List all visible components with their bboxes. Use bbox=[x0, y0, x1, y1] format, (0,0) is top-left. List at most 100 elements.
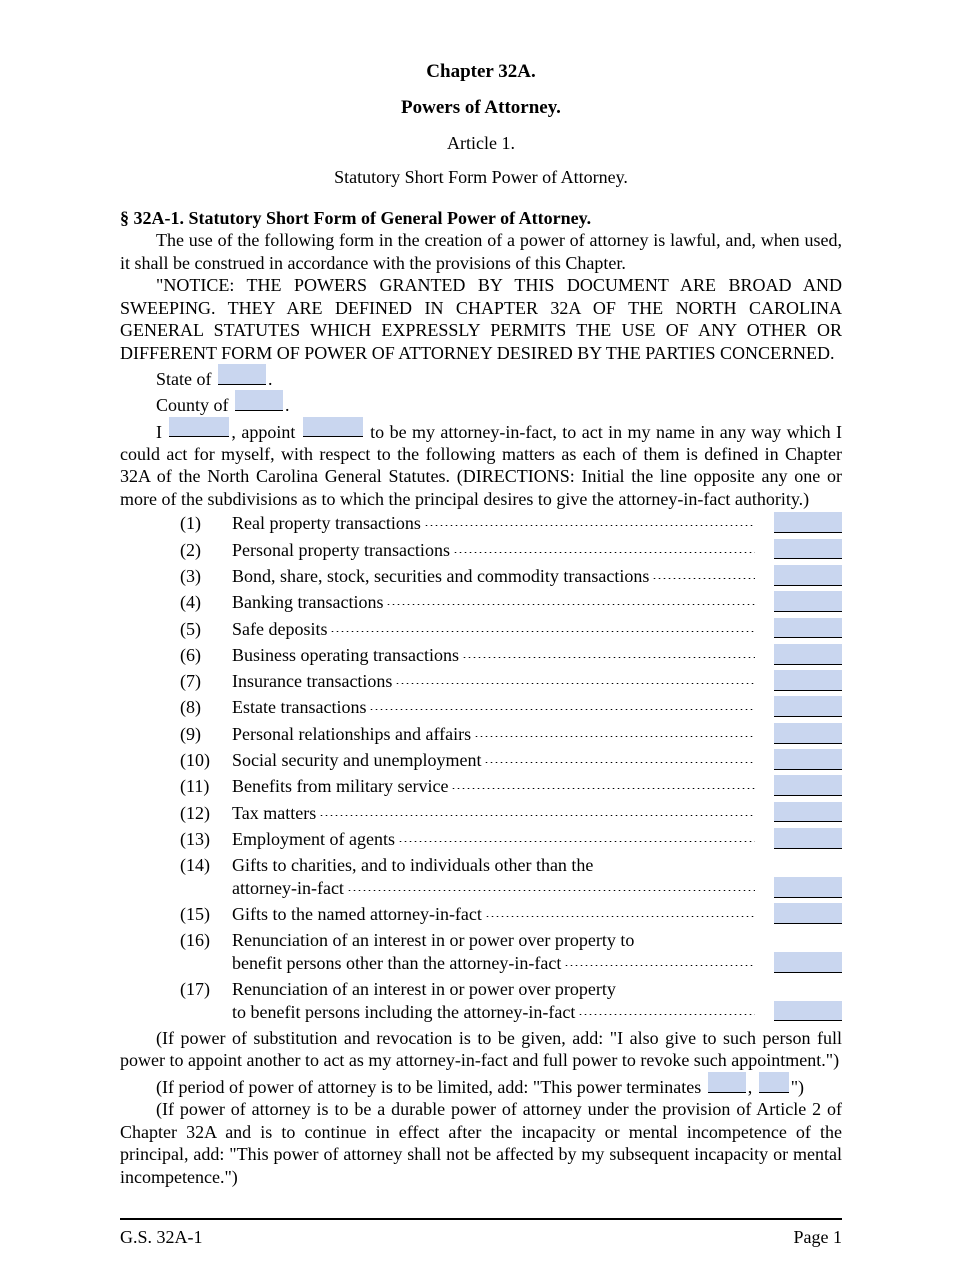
leader-dots bbox=[386, 604, 755, 605]
state-label: State of bbox=[156, 369, 212, 389]
initial-blank[interactable] bbox=[774, 723, 842, 744]
initial-blank[interactable] bbox=[774, 828, 842, 849]
initial-blank[interactable] bbox=[774, 618, 842, 639]
county-label: County of bbox=[156, 395, 229, 415]
item-label-col: Benefits from military service bbox=[232, 775, 760, 798]
list-item: (7)Insurance transactions bbox=[120, 670, 842, 696]
item-number: (5) bbox=[120, 618, 232, 641]
list-item-cont: attorney-in-fact bbox=[120, 877, 842, 903]
article-heading: Article 1. bbox=[120, 132, 842, 155]
footer-right: Page 1 bbox=[794, 1226, 843, 1249]
leader-dots bbox=[424, 525, 755, 526]
initial-blank[interactable] bbox=[774, 952, 842, 973]
document-page: Chapter 32A. Powers of Attorney. Article… bbox=[0, 0, 962, 1279]
item-label: Gifts to charities, and to individuals o… bbox=[232, 854, 760, 877]
item-number: (10) bbox=[120, 749, 232, 772]
leader-dots bbox=[398, 841, 755, 842]
item-label-col: Gifts to the named attorney-in-fact bbox=[232, 903, 760, 926]
attorney-name-blank[interactable] bbox=[303, 417, 363, 438]
initial-blank[interactable] bbox=[774, 903, 842, 924]
tail-p2: (If period of power of attorney is to be… bbox=[120, 1072, 842, 1098]
item-label-col: Social security and unemployment bbox=[232, 749, 760, 772]
item-number: (11) bbox=[120, 775, 232, 798]
initial-blank[interactable] bbox=[774, 591, 842, 612]
item-label: Gifts to the named attorney-in-fact bbox=[232, 903, 482, 926]
leader-dots bbox=[369, 709, 755, 710]
item-label: Renunciation of an interest in or power … bbox=[232, 929, 760, 952]
principal-name-blank[interactable] bbox=[169, 417, 229, 438]
leader-dots bbox=[453, 552, 755, 553]
notice-paragraph: "NOTICE: THE POWERS GRANTED BY THIS DOCU… bbox=[120, 274, 842, 364]
list-item: (6)Business operating transactions bbox=[120, 644, 842, 670]
subtitle: Statutory Short Form Power of Attorney. bbox=[120, 166, 842, 189]
terminate-blank-1[interactable] bbox=[708, 1072, 746, 1093]
item-number: (16) bbox=[120, 929, 232, 952]
section-heading: § 32A-1. Statutory Short Form of General… bbox=[120, 207, 842, 230]
item-label: Benefits from military service bbox=[232, 775, 448, 798]
item-label-col: Tax matters bbox=[232, 802, 760, 825]
tail-p2-after: ") bbox=[791, 1077, 804, 1097]
item-number: (2) bbox=[120, 539, 232, 562]
tail-p2-sep: , bbox=[748, 1077, 757, 1097]
tail-p2-before: (If period of power of attorney is to be… bbox=[156, 1077, 706, 1097]
leader-dots bbox=[474, 736, 755, 737]
state-blank[interactable] bbox=[218, 364, 266, 385]
initial-blank[interactable] bbox=[774, 539, 842, 560]
initial-blank[interactable] bbox=[774, 696, 842, 717]
leader-dots bbox=[564, 965, 755, 966]
item-label: Business operating transactions bbox=[232, 644, 459, 667]
item-label: Employment of agents bbox=[232, 828, 395, 851]
list-item: (1)Real property transactions bbox=[120, 512, 842, 538]
item-number: (15) bbox=[120, 903, 232, 926]
item-label-col: Estate transactions bbox=[232, 696, 760, 719]
list-item: (11)Benefits from military service bbox=[120, 775, 842, 801]
leader-dots bbox=[395, 683, 755, 684]
item-label: Tax matters bbox=[232, 802, 316, 825]
appoint-label: , appoint bbox=[231, 421, 295, 441]
initial-blank[interactable] bbox=[774, 1001, 842, 1022]
list-item: (15)Gifts to the named attorney-in-fact bbox=[120, 903, 842, 929]
item-label-cont: attorney-in-fact bbox=[232, 877, 344, 900]
initial-blank[interactable] bbox=[774, 670, 842, 691]
item-label: Bond, share, stock, securities and commo… bbox=[232, 565, 649, 588]
chapter-heading: Chapter 32A. bbox=[120, 60, 842, 84]
item-label: Banking transactions bbox=[232, 591, 383, 614]
list-item: (16)Renunciation of an interest in or po… bbox=[120, 929, 842, 952]
item-label: Real property transactions bbox=[232, 512, 421, 535]
item-number: (14) bbox=[120, 854, 232, 877]
item-label-col: Employment of agents bbox=[232, 828, 760, 851]
initial-blank[interactable] bbox=[774, 749, 842, 770]
initial-blank[interactable] bbox=[774, 877, 842, 898]
item-label-col: Banking transactions bbox=[232, 591, 760, 614]
tail-p3: (If power of attorney is to be a durable… bbox=[120, 1098, 842, 1188]
leader-dots bbox=[462, 657, 755, 658]
leader-dots bbox=[578, 1014, 755, 1015]
item-label: Insurance transactions bbox=[232, 670, 392, 693]
initial-blank[interactable] bbox=[774, 802, 842, 823]
item-label: Personal property transactions bbox=[232, 539, 450, 562]
leader-dots bbox=[485, 916, 755, 917]
item-number: (17) bbox=[120, 978, 232, 1001]
item-label-col: Business operating transactions bbox=[232, 644, 760, 667]
terminate-blank-2[interactable] bbox=[759, 1072, 789, 1093]
i-label: I bbox=[156, 421, 162, 441]
item-label: Personal relationships and affairs bbox=[232, 723, 471, 746]
initial-blank[interactable] bbox=[774, 512, 842, 533]
list-item: (17)Renunciation of an interest in or po… bbox=[120, 978, 842, 1001]
page-footer: G.S. 32A-1 Page 1 bbox=[120, 1218, 842, 1249]
initial-blank[interactable] bbox=[774, 644, 842, 665]
item-label: Renunciation of an interest in or power … bbox=[232, 978, 760, 1001]
initial-blank[interactable] bbox=[774, 775, 842, 796]
item-number: (7) bbox=[120, 670, 232, 693]
state-line: State of . bbox=[120, 364, 842, 390]
item-label-col: Renunciation of an interest in or power … bbox=[232, 929, 760, 952]
county-blank[interactable] bbox=[235, 390, 283, 411]
item-label-col: Insurance transactions bbox=[232, 670, 760, 693]
item-label: Safe deposits bbox=[232, 618, 327, 641]
list-item: (5)Safe deposits bbox=[120, 618, 842, 644]
list-item: (12)Tax matters bbox=[120, 802, 842, 828]
leader-dots bbox=[652, 578, 755, 579]
initial-blank[interactable] bbox=[774, 565, 842, 586]
leader-dots bbox=[319, 815, 755, 816]
list-item: (3)Bond, share, stock, securities and co… bbox=[120, 565, 842, 591]
